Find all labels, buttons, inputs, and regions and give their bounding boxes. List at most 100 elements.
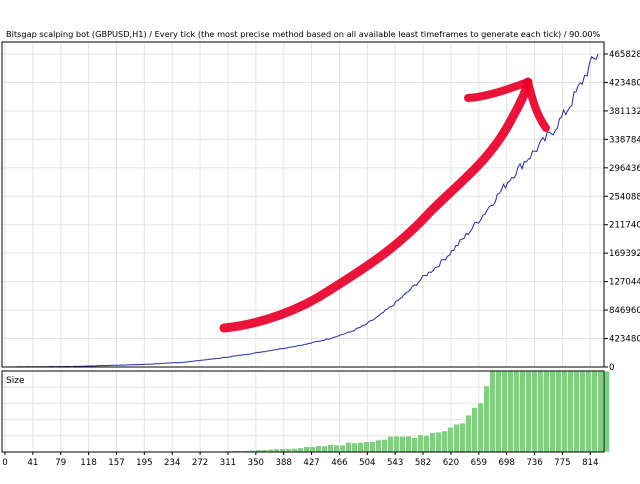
size-bar [291,448,298,453]
size-bar [315,445,322,453]
size-bar [393,435,400,453]
size-bar [423,435,430,453]
balance-series [2,53,599,368]
x-tick-label: 0 [2,458,7,468]
size-bar [333,444,340,453]
size-series [225,370,610,453]
x-tick-label: 311 [220,458,236,468]
size-bar [399,435,406,453]
size-bar [495,370,502,453]
size-bar [459,422,466,453]
size-bar [555,370,562,453]
size-bar [579,370,586,453]
balance-pane-frame [1,41,605,368]
y-tick-label: 0 [609,363,614,373]
size-bar [327,444,334,453]
y-tick-label: 423480 [609,335,640,345]
chart-frame [1,41,605,453]
report-title: Bitsgap scalping bot (GBPUSD,H1) / Every… [6,29,601,39]
size-bar [465,414,472,453]
size-bar [585,370,592,453]
size-bar [489,370,496,453]
size-bar [447,426,454,453]
size-bar [387,435,394,453]
size-bar [519,370,526,453]
size-bar [429,432,436,453]
size-bar [321,445,328,453]
size-bar [513,370,520,453]
size-bar [381,439,388,453]
annotation-layer [219,77,550,333]
x-tick-label: 659 [471,458,487,468]
x-tick-label: 582 [415,458,431,468]
size-bar [375,439,382,453]
size-bar [435,431,442,453]
size-bar [501,370,508,453]
size-bar [525,370,532,453]
size-bar [597,370,604,453]
x-tick-label: 814 [582,458,598,468]
size-bar [345,442,352,453]
x-tick-label: 350 [248,458,264,468]
x-tick-label: 427 [303,458,319,468]
x-tick-label: 620 [443,458,459,468]
size-bar [303,446,310,453]
y-tick-label: 2964361 [609,164,640,174]
size-bar [471,407,478,453]
size-bar [543,370,550,453]
x-tick-label: 195 [136,458,152,468]
balance-line [2,53,599,368]
size-pane-title: Size [6,376,25,386]
size-bar [309,446,316,453]
size-bar [477,402,484,453]
size-bar [483,385,490,453]
size-bar [531,370,538,453]
x-tick-label: 736 [526,458,542,468]
size-bar [351,442,358,453]
y-tick-label: 3811322 [609,107,640,117]
x-tick-label: 504 [359,458,375,468]
x-axis-ticks: 0 41 79 118 157 195 234 272 311 350 388 427 466 504 54… [2,452,598,468]
size-bar [567,370,574,453]
size-bar [357,442,364,453]
x-tick-label: 466 [331,458,347,468]
y-tick-label: 4234802 [609,78,640,88]
size-bar [453,423,460,453]
annotation-arrow-head [464,78,550,132]
x-tick-label: 41 [27,458,38,468]
size-bar [549,370,556,453]
size-bar [441,430,448,453]
y-tick-label: 846960 [609,306,640,316]
size-bar [411,437,418,453]
x-tick-label: 388 [276,458,292,468]
y-tick-label: 2540881 [609,192,640,202]
size-bar [561,370,568,453]
size-bar [591,370,598,453]
x-tick-label: 79 [55,458,66,468]
x-tick-label: 272 [192,458,208,468]
grid-layer [2,42,604,452]
x-tick-label: 543 [387,458,403,468]
size-bar [573,370,580,453]
y-tick-label: 1270441 [609,278,640,288]
size-bar [405,435,412,453]
x-tick-label: 234 [164,458,180,468]
size-bar [339,444,346,453]
annotation-arrow-shaft [219,77,533,333]
x-tick-label: 118 [80,458,96,468]
size-bar [417,434,424,453]
y-tick-label: 4658282 [609,50,640,60]
size-bar [363,441,370,453]
size-bar [297,447,304,453]
size-bar [537,370,544,453]
size-bar [369,441,376,453]
size-bar [507,370,514,453]
x-tick-label: 775 [554,458,570,468]
x-tick-label: 157 [108,458,124,468]
